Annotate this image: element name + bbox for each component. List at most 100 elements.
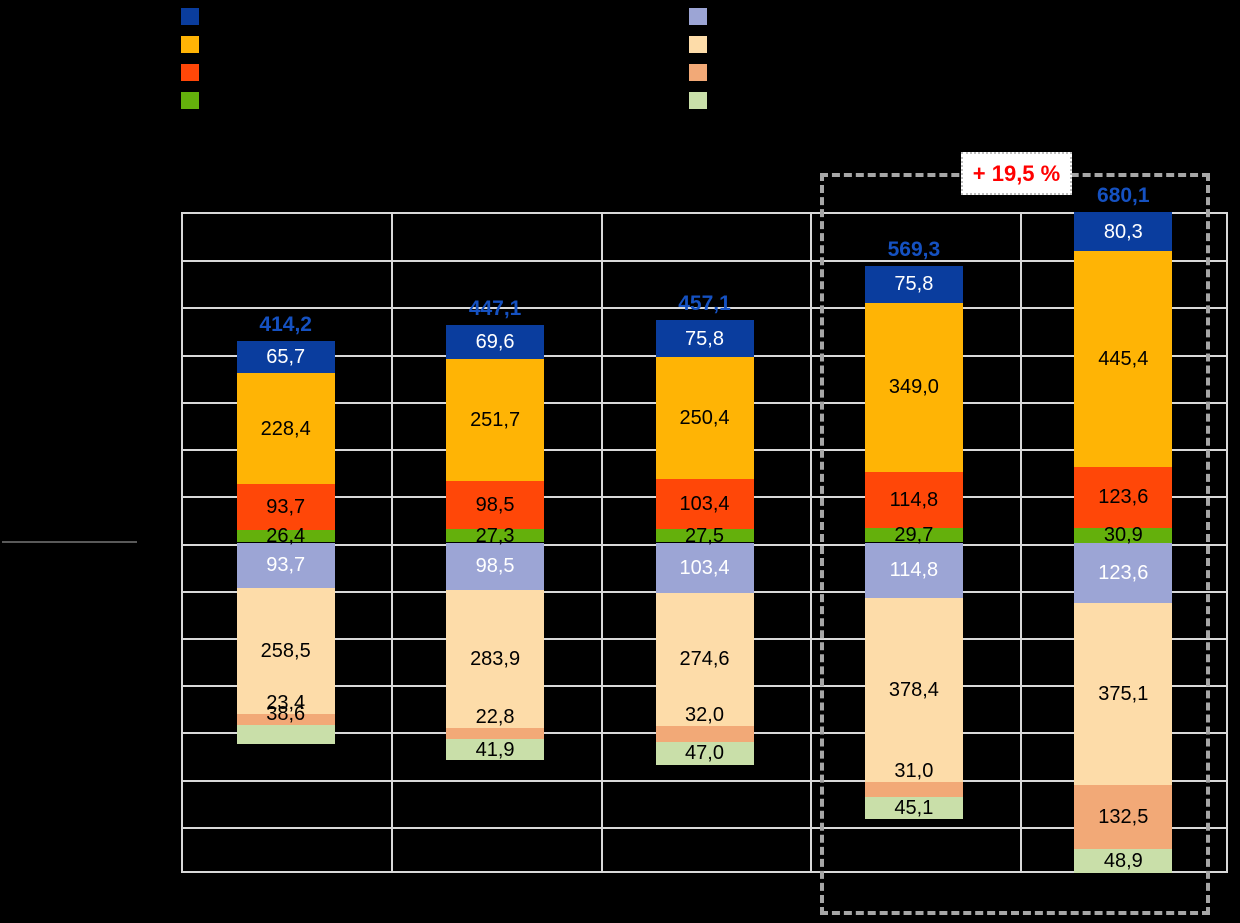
bar-segment-orange: 228,4 xyxy=(236,373,335,485)
bar-segment-dark-blue: 69,6 xyxy=(446,325,545,360)
bar-segment-orange: 349,0 xyxy=(864,302,963,473)
bar-segment-red-orange: 98,5 xyxy=(446,481,545,530)
bar-total-label: 414,2 xyxy=(259,313,312,337)
segment-value-label: 80,3 xyxy=(1103,220,1143,243)
bar-segment-light-orange xyxy=(236,713,335,725)
gridline-horizontal xyxy=(183,826,1226,829)
segment-value-label: 75,8 xyxy=(685,327,724,350)
bar-segment-light-green: 45,1 xyxy=(864,797,963,820)
segment-value-label: 283,9 xyxy=(470,648,521,671)
segment-value-label: 32,0 xyxy=(685,704,724,727)
segment-value-label: 375,1 xyxy=(1098,682,1149,705)
segment-value-label: 228,4 xyxy=(260,417,311,440)
bar-segment-dark-blue: 75,8 xyxy=(655,320,754,358)
segment-value-label: 445,4 xyxy=(1098,348,1149,371)
bar-segment-red-orange: 93,7 xyxy=(236,484,335,530)
segment-value-label: 31,0 xyxy=(894,760,934,783)
bar-segment-green xyxy=(655,529,754,543)
bar-segment-light-purple: 98,5 xyxy=(446,542,545,591)
segment-value-label: 48,9 xyxy=(1103,850,1143,873)
segment-value-label: 27,5 xyxy=(685,524,724,547)
bar-total-label: 569,3 xyxy=(887,237,941,261)
bar-segment-light-purple: 123,6 xyxy=(1074,542,1173,603)
bar-segment-light-green: 48,9 xyxy=(1074,849,1173,873)
segment-value-label: 114,8 xyxy=(889,489,939,512)
segment-value-label: 251,7 xyxy=(470,409,521,432)
segment-value-label: 41,9 xyxy=(475,738,515,761)
bar-segment-dark-blue: 75,8 xyxy=(864,265,963,303)
gridline-vertical xyxy=(810,214,813,871)
gridline-horizontal xyxy=(183,779,1226,782)
bar-segment-light-green xyxy=(236,725,335,744)
bar-segment-dark-blue: 80,3 xyxy=(1074,212,1173,252)
segment-value-label: 250,4 xyxy=(679,407,730,430)
bar-segment-light-green: 41,9 xyxy=(446,738,545,761)
segment-value-label: 98,5 xyxy=(475,494,515,517)
bar-segment-red-orange: 103,4 xyxy=(655,478,754,530)
legend-swatch-light-green xyxy=(689,92,707,109)
bar-segment-light-orange xyxy=(864,782,963,798)
segment-value-label: 98,5 xyxy=(475,555,515,578)
growth-annotation-box: + 19,5 % xyxy=(961,152,1072,195)
segment-value-label: 29,7 xyxy=(894,524,934,547)
bar-segment-dark-blue: 65,7 xyxy=(236,341,335,374)
segment-value-label: 349,0 xyxy=(888,376,939,399)
gridline-vertical xyxy=(600,214,603,871)
bar-segment-light-purple: 103,4 xyxy=(655,542,754,593)
segment-value-label: 23,4 xyxy=(266,691,306,714)
gridline-vertical xyxy=(391,214,394,871)
segment-value-label: 45,1 xyxy=(894,797,934,820)
legend-swatch-orange xyxy=(181,36,199,53)
bar-segment-light-peach: 258,5 xyxy=(236,588,335,714)
segment-value-label: 114,8 xyxy=(889,559,939,582)
bar-segment-green xyxy=(236,529,335,543)
segment-value-label: 75,8 xyxy=(894,273,934,296)
legend-swatch-light-peach xyxy=(689,36,707,53)
segment-value-label: 103,4 xyxy=(679,556,730,579)
segment-value-label: 274,6 xyxy=(679,648,730,671)
segment-value-label: 30,9 xyxy=(1103,524,1143,547)
gridline-vertical xyxy=(1019,214,1022,871)
bar-segment-orange: 251,7 xyxy=(446,359,545,482)
segment-value-label: 22,8 xyxy=(475,706,515,729)
segment-value-label: 123,6 xyxy=(1098,561,1149,584)
bar-segment-green xyxy=(1074,527,1173,543)
segment-value-label: 132,5 xyxy=(1098,806,1149,829)
segment-value-label: 38,6 xyxy=(266,703,306,726)
segment-value-label: 47,0 xyxy=(685,742,724,765)
legend-swatch-green xyxy=(181,92,199,109)
bar-segment-light-purple: 114,8 xyxy=(864,542,963,599)
legend-swatch-dark-blue xyxy=(181,8,199,25)
segment-value-label: 103,4 xyxy=(679,492,730,515)
bar-segment-light-orange xyxy=(655,726,754,742)
segment-value-label: 65,7 xyxy=(266,346,306,369)
bar-segment-light-purple: 93,7 xyxy=(236,542,335,589)
bar-segment-light-peach: 274,6 xyxy=(655,592,754,727)
gridline-horizontal xyxy=(183,307,1226,310)
bar-segment-orange: 445,4 xyxy=(1074,251,1173,468)
bar-total-label: 447,1 xyxy=(468,297,522,321)
segment-value-label: 26,4 xyxy=(266,525,306,548)
segment-value-label: 27,3 xyxy=(475,524,515,547)
segment-value-label: 378,4 xyxy=(888,679,939,702)
segment-value-label: 123,6 xyxy=(1098,486,1149,509)
growth-annotation-text: + 19,5 % xyxy=(972,160,1061,186)
bar-segment-red-orange: 114,8 xyxy=(864,472,963,529)
bar-segment-light-orange xyxy=(446,728,545,740)
bar-segment-light-peach: 375,1 xyxy=(1074,602,1173,785)
segment-value-label: 69,6 xyxy=(475,331,515,354)
bar-segment-light-green: 47,0 xyxy=(655,741,754,765)
bar-segment-green xyxy=(864,528,963,543)
legend-swatch-red-orange xyxy=(181,64,199,81)
segment-value-label: 93,7 xyxy=(266,495,306,518)
bar-total-label: 457,1 xyxy=(678,292,731,316)
bar-segment-orange: 250,4 xyxy=(655,357,754,479)
gridline-horizontal xyxy=(183,260,1226,263)
bar-total-label: 680,1 xyxy=(1097,184,1150,207)
bar-segment-light-peach: 283,9 xyxy=(446,590,545,729)
bar-segment-red-orange: 123,6 xyxy=(1074,467,1173,528)
axis-group-divider-line xyxy=(2,541,137,543)
segment-value-label: 93,7 xyxy=(266,554,306,577)
legend-swatch-light-orange xyxy=(689,64,707,81)
